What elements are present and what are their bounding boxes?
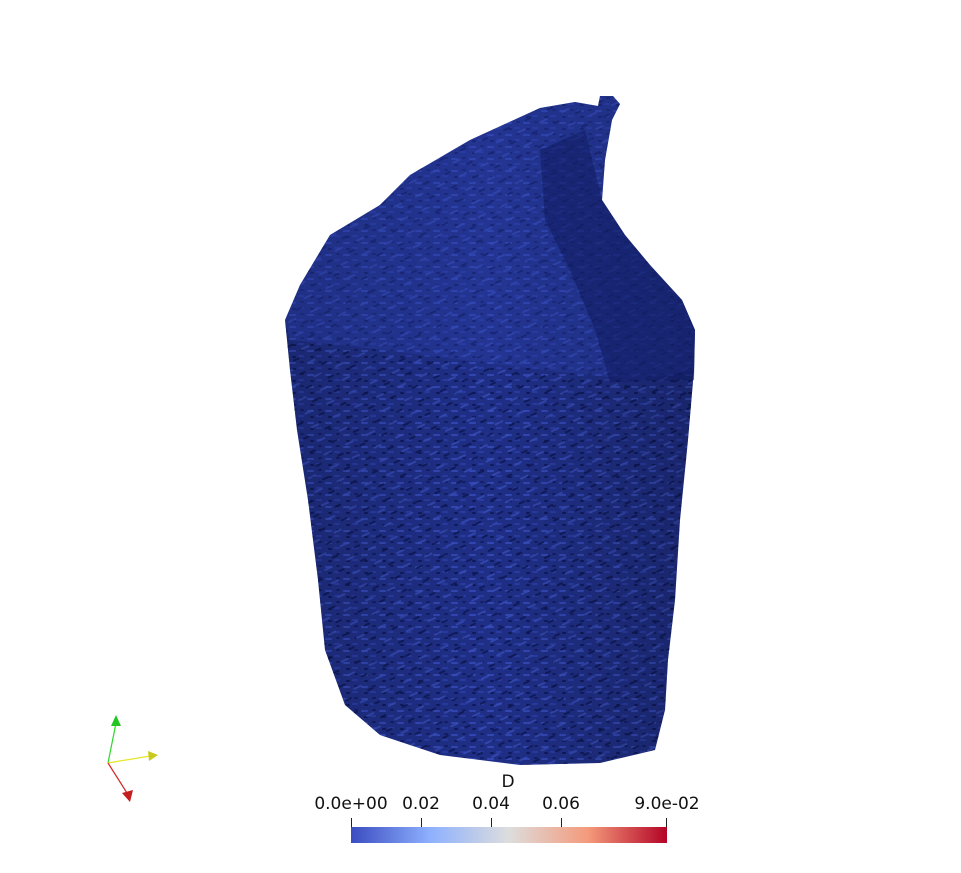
color-legend-label-min: 0.0e+00: [314, 794, 388, 814]
color-legend-label-004: 0.04: [472, 794, 510, 814]
mesh-cut-region: [540, 130, 695, 382]
x-axis-cone-icon: [122, 790, 133, 802]
z-axis-line: [107, 722, 117, 764]
color-legend-tick: [666, 818, 667, 832]
color-legend-tick: [421, 818, 422, 832]
color-legend-label-max: 9.0e-02: [634, 794, 700, 814]
color-legend-label-006: 0.06: [542, 794, 580, 814]
color-legend: D 0.0e+00 0.02 0.04 0.06 9.0e-02: [300, 770, 720, 860]
orientation-axes-widget: [107, 715, 158, 802]
color-legend-bar: [351, 827, 667, 843]
color-legend-label-002: 0.02: [402, 794, 440, 814]
z-axis-cone-icon: [111, 715, 121, 726]
y-axis-line: [107, 755, 151, 764]
x-axis-line: [107, 762, 128, 794]
color-legend-tick: [561, 818, 562, 832]
color-legend-tick: [491, 818, 492, 832]
y-axis-cone-icon: [148, 751, 158, 761]
color-legend-title: D: [501, 772, 515, 792]
color-legend-tick: [351, 818, 352, 832]
